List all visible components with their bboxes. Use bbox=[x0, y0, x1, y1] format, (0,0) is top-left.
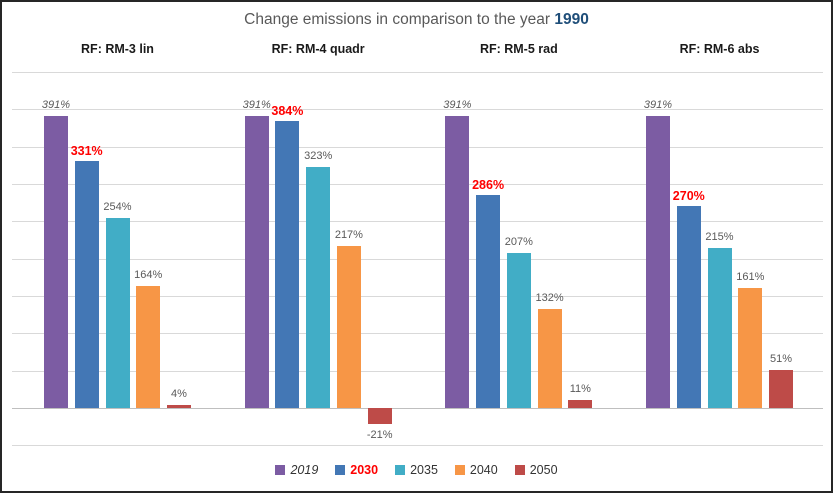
legend-label: 2030 bbox=[350, 463, 379, 477]
gridline bbox=[12, 184, 823, 185]
gridline bbox=[12, 221, 823, 223]
gridline bbox=[12, 445, 823, 447]
chart-title: Change emissions in comparison to the ye… bbox=[2, 11, 831, 29]
bar-2040 bbox=[537, 309, 562, 408]
panel-title: RF: RM-3 lin bbox=[81, 42, 154, 56]
legend-label: 2050 bbox=[529, 463, 558, 477]
bar-value-label: 161% bbox=[736, 270, 765, 283]
chart-title-text: Change emissions in comparison to the ye… bbox=[244, 11, 555, 28]
bar-2040 bbox=[136, 285, 161, 408]
gridline bbox=[12, 296, 823, 297]
legend: 2019 2030 2035 2040 2050 bbox=[2, 463, 831, 477]
bar-2030 bbox=[74, 160, 99, 408]
legend-item-2030: 2030 bbox=[335, 463, 378, 477]
bar-value-label: -21% bbox=[366, 428, 393, 441]
legend-swatch-icon bbox=[395, 465, 406, 475]
bar-value-label: 331% bbox=[70, 143, 103, 158]
bar-value-label: 207% bbox=[504, 236, 533, 249]
bar-2035 bbox=[707, 247, 732, 408]
bar-2050 bbox=[167, 405, 191, 408]
bar-value-label: 391% bbox=[41, 99, 71, 112]
bar-2035 bbox=[506, 253, 531, 408]
gridline bbox=[12, 258, 823, 260]
bar-2030 bbox=[476, 194, 501, 408]
bar-value-label: 4% bbox=[171, 388, 187, 400]
legend-item-2019: 2019 bbox=[275, 463, 318, 477]
gridline bbox=[12, 370, 823, 372]
bar-2019 bbox=[445, 116, 470, 408]
bar-2019 bbox=[646, 116, 670, 408]
bar-value-label: 254% bbox=[103, 201, 132, 214]
bar-value-label: 391% bbox=[643, 99, 673, 112]
legend-label: 2035 bbox=[410, 463, 438, 477]
bar-value-label: 51% bbox=[769, 352, 793, 365]
bar-value-label: 384% bbox=[271, 104, 304, 119]
bar-2050 bbox=[568, 399, 593, 408]
chart-title-year: 1990 bbox=[554, 11, 589, 28]
bar-value-label: 286% bbox=[472, 177, 505, 192]
legend-item-2050: 2050 bbox=[514, 463, 558, 477]
bar-value-label: 391% bbox=[242, 99, 271, 112]
bar-2035 bbox=[105, 218, 130, 408]
bar-2050 bbox=[367, 408, 392, 424]
bar-value-label: 215% bbox=[705, 230, 734, 243]
bar-value-label: 323% bbox=[304, 149, 333, 162]
panel-title: RF: RM-5 rad bbox=[479, 42, 558, 56]
legend-label: 2019 bbox=[290, 463, 319, 477]
panel-title: RF: RM-6 abs bbox=[679, 42, 760, 56]
bar-value-label: 164% bbox=[134, 268, 163, 281]
bar-value-label: 391% bbox=[443, 99, 472, 112]
bar-value-label: 217% bbox=[334, 229, 363, 241]
bar-2019 bbox=[44, 116, 68, 408]
legend-label: 2040 bbox=[469, 463, 498, 477]
gridline bbox=[12, 109, 823, 111]
panel-title: RF: RM-4 quadr bbox=[271, 42, 365, 56]
bar-2050 bbox=[769, 369, 793, 408]
legend-item-2040: 2040 bbox=[454, 463, 498, 477]
gridline bbox=[12, 146, 823, 148]
legend-swatch-icon bbox=[454, 465, 465, 475]
legend-swatch-icon bbox=[514, 465, 525, 475]
legend-swatch-icon bbox=[335, 465, 346, 475]
zero-axis-line bbox=[12, 408, 823, 409]
gridline bbox=[12, 333, 823, 335]
bar-2030 bbox=[275, 121, 300, 408]
bar-2030 bbox=[676, 206, 701, 408]
legend-swatch-icon bbox=[275, 465, 286, 475]
bar-2019 bbox=[244, 116, 269, 408]
bar-value-label: 11% bbox=[569, 382, 591, 395]
bar-2040 bbox=[738, 287, 763, 408]
bar-value-label: 132% bbox=[535, 292, 564, 305]
bar-2035 bbox=[306, 166, 331, 408]
legend-item-2035: 2035 bbox=[395, 463, 438, 477]
gridline bbox=[12, 72, 823, 73]
bar-2040 bbox=[336, 246, 361, 408]
bar-value-label: 270% bbox=[672, 189, 705, 204]
